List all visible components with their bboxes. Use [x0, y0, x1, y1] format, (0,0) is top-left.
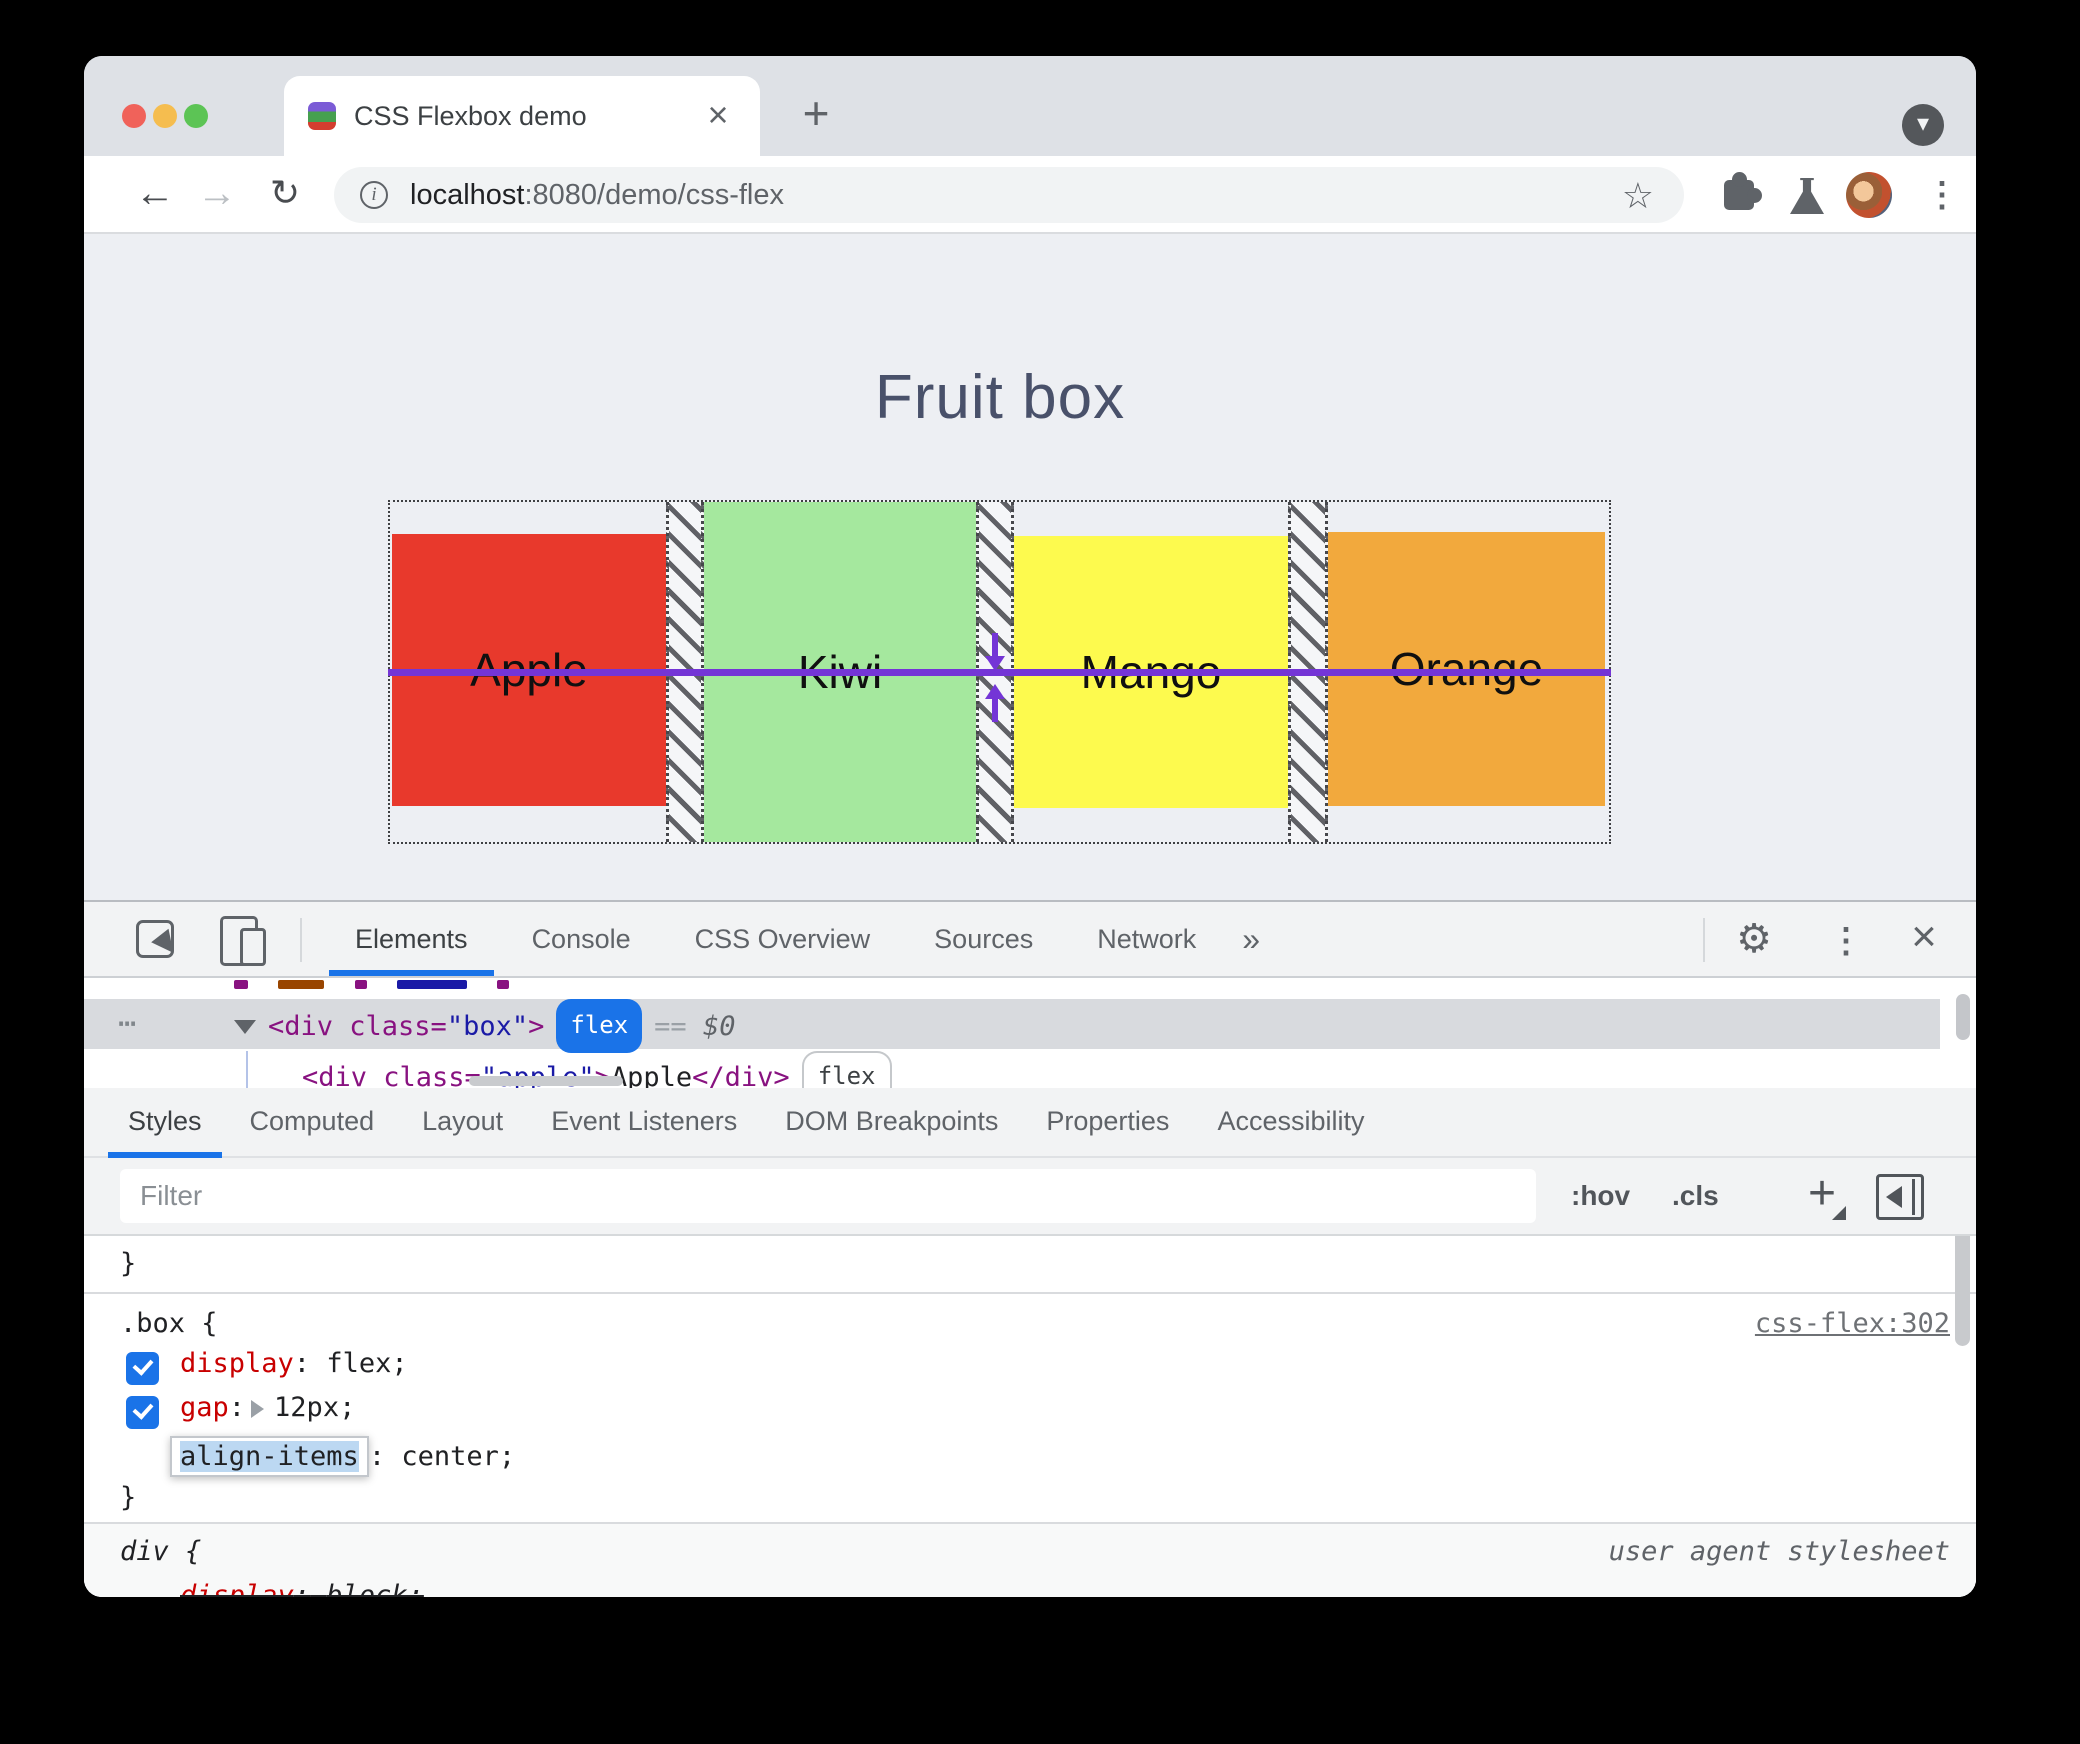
- inspect-element-icon[interactable]: [136, 920, 174, 958]
- dom-node-child[interactable]: <div class="apple">Apple</div> flex: [84, 1051, 1940, 1088]
- tab-properties[interactable]: Properties: [1046, 1106, 1170, 1136]
- tab-event-listeners[interactable]: Event Listeners: [551, 1106, 738, 1136]
- toolbar-divider: [300, 918, 302, 962]
- align-arrow-down-icon: [985, 633, 1005, 673]
- maximize-window-light[interactable]: [184, 104, 208, 128]
- tab-console[interactable]: Console: [531, 924, 631, 954]
- tab-title: CSS Flexbox demo: [354, 101, 587, 131]
- new-style-rule-button[interactable]: +: [1796, 1158, 1848, 1236]
- back-button[interactable]: ←: [135, 171, 175, 215]
- page-viewport: Fruit box Apple Kiwi Mango Orange: [84, 234, 1976, 900]
- forward-button[interactable]: →: [197, 171, 237, 215]
- rule-selector: div {: [120, 1536, 202, 1567]
- styles-vertical-scrollbar[interactable]: [1955, 1236, 1970, 1346]
- flex-container-overlay: Apple Kiwi Mango Orange: [388, 500, 1611, 844]
- device-toolbar-icon[interactable]: [220, 916, 266, 966]
- styles-filter-bar: :hov .cls +: [84, 1158, 1976, 1236]
- css-property-row-overridden: display: block;: [180, 1580, 424, 1597]
- beaker-icon[interactable]: [1790, 178, 1824, 214]
- devtools-toolbar: Elements Console CSS Overview Sources Ne…: [84, 902, 1976, 978]
- rule-close-brace: }: [120, 1248, 137, 1279]
- indent-guide: [246, 1051, 248, 1088]
- toggle-hover-state-button[interactable]: :hov: [1571, 1180, 1631, 1211]
- url-path: :8080/demo/css-flex: [524, 178, 784, 211]
- browser-toolbar: ← → ↻ i localhost:8080/demo/css-flex ☆ ⋮: [84, 156, 1976, 234]
- devtools-panel: Elements Console CSS Overview Sources Ne…: [84, 900, 1976, 1597]
- property-name-editor[interactable]: align-items: [170, 1436, 369, 1477]
- styles-pane: } .box { css-flex:302 display: flex; gap…: [84, 1236, 1976, 1597]
- bookmark-star-icon[interactable]: ☆: [1621, 175, 1654, 216]
- tab-close-icon[interactable]: ×: [707, 94, 729, 135]
- rule-selector[interactable]: .box {: [120, 1308, 218, 1339]
- elements-tree: ⋯ <div class="box"> flex == $0 <div class=…: [84, 980, 1976, 1088]
- devtools-close-icon[interactable]: ×: [1911, 912, 1937, 961]
- styles-sidebar-tabs: Styles Computed Layout Event Listeners D…: [84, 1088, 1976, 1158]
- flex-badge[interactable]: flex: [556, 999, 643, 1053]
- page-title: Fruit box: [874, 363, 1126, 432]
- tab-css-overview[interactable]: CSS Overview: [694, 924, 871, 954]
- stylesheet-link[interactable]: css-flex:302: [1754, 1308, 1950, 1339]
- tab-strip: CSS Flexbox demo × + ▾: [84, 56, 1976, 156]
- favicon-icon: [308, 102, 336, 130]
- flex-alignment-line: [388, 669, 1611, 676]
- site-info-icon[interactable]: i: [360, 181, 388, 209]
- rule-separator: [84, 1522, 1976, 1524]
- clipped-dom-row: [234, 980, 523, 992]
- tab-dom-breakpoints[interactable]: DOM Breakpoints: [785, 1106, 999, 1136]
- align-arrow-up-icon: [985, 682, 1005, 722]
- minimize-window-light[interactable]: [153, 104, 177, 128]
- toolbar-divider: [1703, 918, 1705, 962]
- tab-accessibility[interactable]: Accessibility: [1217, 1106, 1365, 1136]
- tab-layout[interactable]: Layout: [422, 1106, 504, 1136]
- browser-window: CSS Flexbox demo × + ▾ ← → ↻ i localhost…: [84, 56, 1976, 1597]
- browser-menu-kebab-icon[interactable]: ⋮: [1925, 176, 1959, 214]
- settings-gear-icon[interactable]: ⚙: [1736, 917, 1772, 961]
- rule-close-brace: }: [120, 1482, 137, 1513]
- dom-node-code: <div class="box"> flex == $0: [268, 999, 735, 1053]
- tab-computed[interactable]: Computed: [249, 1106, 375, 1136]
- shorthand-expander-icon[interactable]: [251, 1400, 265, 1418]
- url-text: localhost:8080/demo/css-flex: [410, 179, 784, 212]
- tab-styles[interactable]: Styles: [104, 1088, 226, 1158]
- styles-filter-input[interactable]: [120, 1169, 1536, 1223]
- devtools-tabs: Elements Console CSS Overview Sources Ne…: [323, 902, 1274, 976]
- tab-elements[interactable]: Elements: [323, 902, 500, 976]
- stylesheet-origin: user agent stylesheet: [1608, 1536, 1950, 1567]
- close-window-light[interactable]: [122, 104, 146, 128]
- flex-badge-inactive[interactable]: flex: [801, 1051, 892, 1088]
- property-checkbox[interactable]: [126, 1352, 159, 1385]
- elements-horizontal-scrollbar[interactable]: [469, 1076, 623, 1086]
- profile-avatar[interactable]: [1846, 172, 1892, 218]
- sidebar-toggle-icon[interactable]: [1876, 1174, 1924, 1220]
- dom-node-selected[interactable]: ⋯ <div class="box"> flex == $0: [84, 999, 1940, 1053]
- url-host: localhost: [410, 178, 525, 211]
- node-overflow-dots-icon[interactable]: ⋯: [118, 1006, 139, 1041]
- property-checkbox[interactable]: [126, 1396, 159, 1429]
- user-agent-rule-section: div { user agent stylesheet display: blo…: [84, 1522, 1976, 1597]
- extensions-puzzle-icon[interactable]: [1724, 172, 1762, 210]
- browser-tab[interactable]: CSS Flexbox demo ×: [284, 76, 760, 156]
- more-tabs-chevron-icon[interactable]: »: [1242, 921, 1261, 957]
- elements-vertical-scrollbar[interactable]: [1956, 994, 1970, 1040]
- tab-search-icon[interactable]: ▾: [1902, 104, 1944, 146]
- tab-sources[interactable]: Sources: [934, 924, 1034, 954]
- rule-separator: [84, 1292, 1976, 1294]
- expand-arrow-icon[interactable]: [234, 1020, 256, 1034]
- devtools-menu-kebab-icon[interactable]: ⋮: [1829, 922, 1863, 960]
- reload-button[interactable]: ↻: [269, 172, 301, 213]
- url-bar[interactable]: i localhost:8080/demo/css-flex ☆: [334, 167, 1684, 223]
- new-tab-button[interactable]: +: [802, 87, 830, 139]
- tab-network[interactable]: Network: [1097, 924, 1197, 954]
- toggle-class-button[interactable]: .cls: [1672, 1180, 1719, 1211]
